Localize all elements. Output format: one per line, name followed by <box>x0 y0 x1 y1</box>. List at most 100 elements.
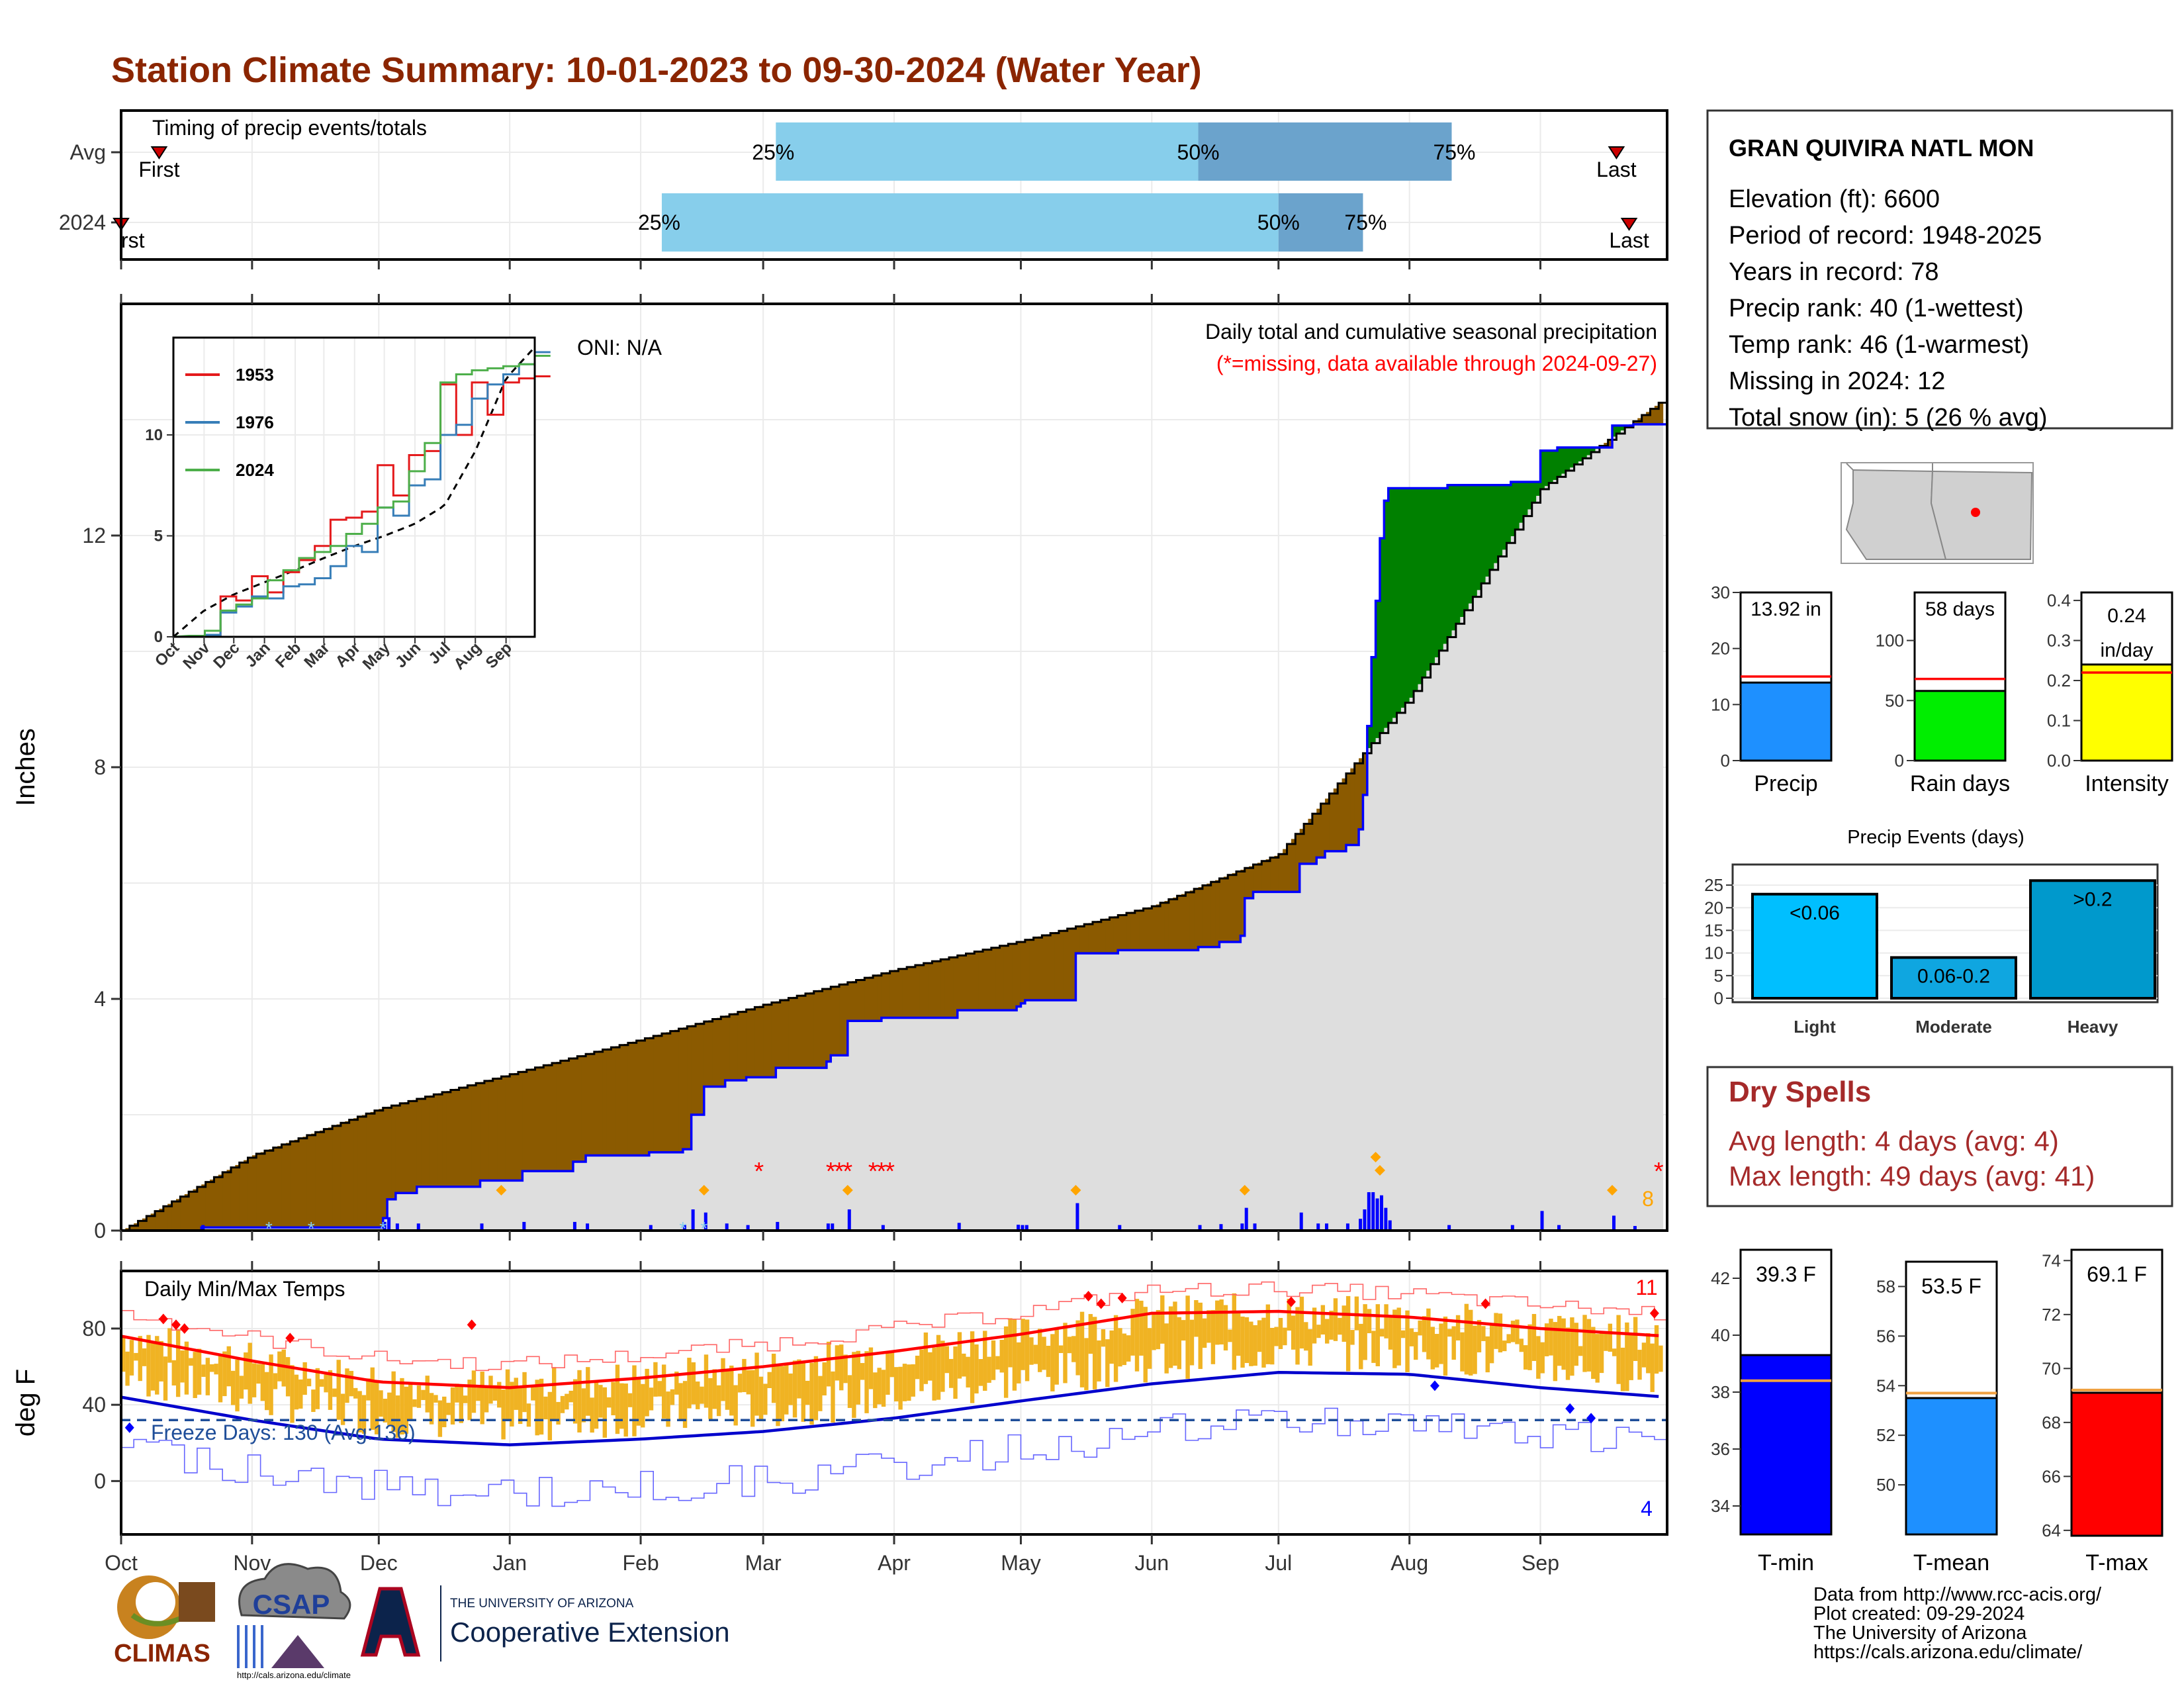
normal-area <box>1113 953 1118 1231</box>
deficit-area <box>1210 882 1216 947</box>
normal-area <box>1194 950 1199 1231</box>
deficit-area <box>1274 855 1279 892</box>
daily-temp-bar <box>742 1358 747 1393</box>
daily-precip-bar <box>1075 1203 1079 1231</box>
normal-area <box>1544 486 1549 1231</box>
normal-area <box>1506 543 1512 1231</box>
normal-area <box>1565 471 1570 1231</box>
normal-area <box>1342 851 1347 1231</box>
deficit-area <box>847 982 852 1021</box>
daily-temp-bar <box>455 1383 459 1403</box>
footer-url: https://cals.arizona.edu/climate/ <box>1813 1642 2083 1663</box>
daily-temp-bar <box>970 1331 975 1403</box>
deficit-area <box>345 1121 350 1228</box>
month-label: Oct <box>105 1551 138 1575</box>
normal-area <box>1278 892 1283 1231</box>
daily-precip-bar <box>847 1209 851 1231</box>
daily-temp-bar <box>868 1347 874 1389</box>
events-tick-label: 20 <box>1704 898 1723 917</box>
daily-temp-bar <box>306 1378 312 1387</box>
deficit-area <box>822 989 827 1068</box>
deficit-area <box>1054 931 1060 1000</box>
csap-mountain <box>271 1635 324 1668</box>
deficit-area <box>387 1106 392 1199</box>
daily-temp-bar <box>366 1378 371 1401</box>
csap-logo: CSAP http://cals.arizona.edu/climate <box>237 1563 351 1680</box>
daily-temp-bar <box>1591 1327 1596 1379</box>
ua-cooperative-extension: Cooperative Extension <box>450 1617 730 1648</box>
daily-temp-bar <box>1367 1309 1372 1334</box>
month-label: Sep <box>1522 1551 1559 1575</box>
footer-university: The University of Arizona <box>1813 1622 2027 1644</box>
temp-summary-bar <box>1739 1354 1833 1536</box>
daily-precip-bars: * * * * ** *** *** * <box>201 1152 1664 1239</box>
station-elevation: Elevation (ft): 6600 <box>1729 185 1940 213</box>
surplus-area <box>1549 450 1554 483</box>
deficit-area <box>1105 918 1111 954</box>
surplus-area <box>1469 485 1474 604</box>
deficit-area <box>725 1015 730 1081</box>
deficit-area <box>696 1023 701 1115</box>
missing-data-marker: * <box>835 1158 844 1186</box>
normal-area <box>251 1227 257 1231</box>
deficit-area <box>619 1045 625 1156</box>
timing-label: Timing of precip events/totals <box>152 116 427 140</box>
deficit-area <box>801 994 806 1068</box>
deficit-area <box>978 951 983 1011</box>
normal-area <box>661 1152 666 1231</box>
daily-temp-bar <box>1021 1319 1025 1370</box>
mini-chart-bar <box>1913 690 2007 762</box>
record-low-marker <box>1430 1380 1439 1391</box>
daily-precip-bar <box>1379 1195 1383 1231</box>
events-tick-label: 10 <box>1704 943 1723 963</box>
surplus-area <box>1426 488 1432 671</box>
deficit-area <box>1641 415 1647 424</box>
daily-temp-bar <box>251 1363 257 1397</box>
daily-temp-bar <box>163 1356 168 1401</box>
normal-area <box>497 1180 502 1231</box>
events-title: Precip Events (days) <box>1847 827 2025 848</box>
daily-temp-bar <box>1008 1318 1013 1368</box>
month-axis: Oct Nov Dec Jan Feb Mar Apr May Jun Jul Aug Sep <box>105 259 1559 1575</box>
footer-credits: Data from http://www.rcc-acis.org/ Plot … <box>1813 1584 2102 1663</box>
normal-area <box>306 1227 312 1231</box>
deficit-area <box>691 1025 696 1115</box>
normal-area <box>1228 942 1233 1231</box>
deficit-area <box>543 1065 549 1172</box>
timing-label-75: 75% <box>1344 211 1387 234</box>
normal-area <box>1519 522 1524 1231</box>
normal-area <box>898 1017 903 1231</box>
inset-x-tick-label: Mar <box>300 639 333 671</box>
normal-area <box>784 1068 790 1231</box>
daily-temp-bar <box>1177 1317 1182 1370</box>
deficit-area <box>1265 859 1271 892</box>
surplus-area <box>1414 488 1419 691</box>
daily-temp-bar <box>552 1367 557 1420</box>
daily-temp-bar <box>1050 1334 1055 1391</box>
timing-bars: 25% 50% 75% First Last 25% 50% 75% rst Last <box>113 122 1649 252</box>
deficit-area <box>1038 936 1042 1000</box>
daily-temp-bar <box>134 1352 138 1361</box>
deficit-area <box>1329 793 1334 851</box>
deficit-area <box>1147 907 1152 951</box>
daily-precip-bar <box>776 1221 780 1231</box>
normal-area <box>328 1227 333 1231</box>
deficit-area <box>974 951 979 1011</box>
timing-label-50: 50% <box>1177 140 1220 164</box>
daily-temp-bar <box>416 1385 422 1408</box>
deficit-area <box>260 1152 265 1228</box>
daily-temp-bar <box>175 1329 181 1397</box>
deficit-area <box>598 1051 604 1156</box>
normal-area <box>1240 935 1246 1231</box>
surplus-area <box>1565 447 1570 471</box>
normal-area <box>256 1227 261 1231</box>
daily-temp-bar <box>889 1350 895 1378</box>
record-high-count: 11 <box>1635 1276 1657 1299</box>
daily-temp-bar <box>1265 1304 1271 1364</box>
deficit-area <box>813 991 819 1068</box>
normal-area <box>1405 702 1410 1231</box>
daily-temp-bar <box>1304 1322 1308 1351</box>
precip-y-tick-label: 0 <box>94 1219 106 1243</box>
daily-precip-bar <box>1375 1198 1379 1231</box>
daily-temp-bar <box>184 1341 189 1395</box>
